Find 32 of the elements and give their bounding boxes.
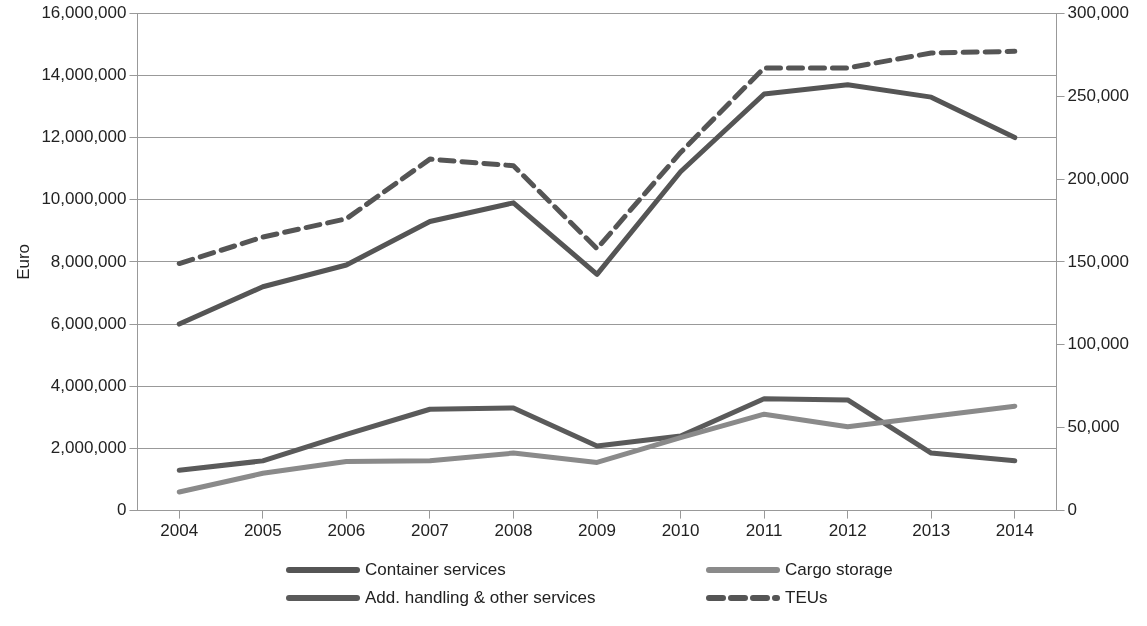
y2-tick-label: 0 (1067, 500, 1078, 520)
y-tick-label: 10,000,000 (41, 189, 127, 209)
legend-label: Cargo storage (785, 560, 893, 580)
legend-label: Add. handling & other services (365, 588, 596, 608)
x-tick-label: 2007 (411, 521, 449, 541)
y-axis-title: Euro (13, 243, 33, 280)
y-tick-label: 12,000,000 (41, 127, 127, 147)
x-tick-label: 2013 (912, 521, 951, 541)
legend-label: Container services (365, 560, 506, 580)
legend-label: TEUs (785, 588, 828, 608)
y-tick-label: 2,000,000 (50, 438, 127, 458)
y2-tick-label: 300,000 (1067, 2, 1129, 22)
y2-tick-label: 50,000 (1067, 417, 1120, 437)
y-tick-label: 0 (117, 500, 127, 520)
y2-tick-label: 150,000 (1067, 251, 1129, 271)
y2-tick-label: 250,000 (1067, 85, 1129, 105)
y-tick-label: 4,000,000 (50, 375, 127, 395)
y2-tick-label: 200,000 (1067, 168, 1129, 188)
y-tick-label: 8,000,000 (50, 251, 127, 271)
x-tick-label: 2006 (327, 521, 366, 541)
y2-tick-label: 100,000 (1067, 334, 1129, 354)
x-tick-label: 2004 (160, 521, 199, 541)
y-tick-label: 14,000,000 (41, 65, 127, 85)
y-tick-label: 6,000,000 (50, 313, 127, 333)
x-tick-label: 2014 (995, 521, 1034, 541)
x-tick-label: 2009 (578, 521, 616, 541)
x-tick-label: 2010 (661, 521, 700, 541)
x-tick-label: 2012 (828, 521, 867, 541)
x-tick-label: 2011 (745, 521, 783, 541)
x-tick-label: 2008 (494, 521, 533, 541)
y-tick-label: 16,000,000 (41, 2, 127, 22)
x-tick-label: 2005 (243, 521, 282, 541)
